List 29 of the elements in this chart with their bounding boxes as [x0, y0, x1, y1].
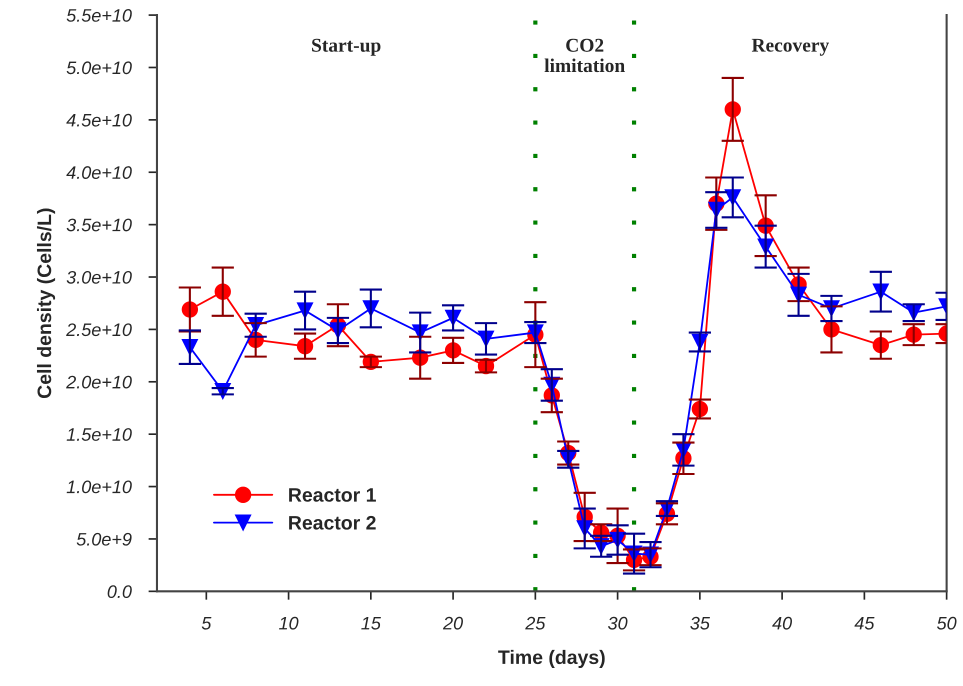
y-axis-title: Cell density (Cells/L)	[36, 208, 56, 398]
x-axis-title: Time (days)	[498, 650, 605, 668]
y-tick-label: 4.0e+10	[66, 166, 132, 179]
annotation: CO2 limitation	[544, 38, 625, 72]
x-tick-label: 20	[442, 616, 463, 630]
y-tick-label: 0.0	[108, 585, 132, 598]
x-tick-label: 30	[608, 616, 628, 630]
x-tick-label: 35	[690, 616, 710, 630]
y-tick-label: 2.5e+10	[66, 323, 132, 336]
y-tick-label: 5.5e+10	[66, 9, 132, 22]
annotation: Start-up	[312, 38, 380, 56]
x-tick-label: 15	[361, 616, 381, 630]
x-tick-label: 5	[202, 616, 212, 630]
y-tick-label: 5.0e+10	[66, 61, 132, 74]
y-tick-label: 1.0e+10	[66, 480, 132, 494]
y-tick-label: 5.0e+9	[76, 532, 132, 546]
y-tick-label: 2.0e+10	[66, 376, 132, 389]
y-tick-label: 3.5e+10	[66, 218, 132, 232]
y-tick-label: 4.5e+10	[66, 114, 132, 127]
x-tick-label: 10	[279, 616, 298, 630]
legend-label: Reactor 1	[289, 488, 376, 502]
x-tick-label: 25	[525, 616, 546, 630]
x-tick-label: 45	[854, 616, 874, 630]
annotation: Recovery	[752, 38, 830, 56]
y-tick-label: 1.5e+10	[66, 428, 132, 441]
x-tick-label: 40	[772, 616, 792, 630]
legend-label: Reactor 2	[289, 516, 376, 530]
x-tick-label: 50	[936, 616, 957, 630]
y-tick-label: 3.0e+10	[66, 270, 132, 284]
